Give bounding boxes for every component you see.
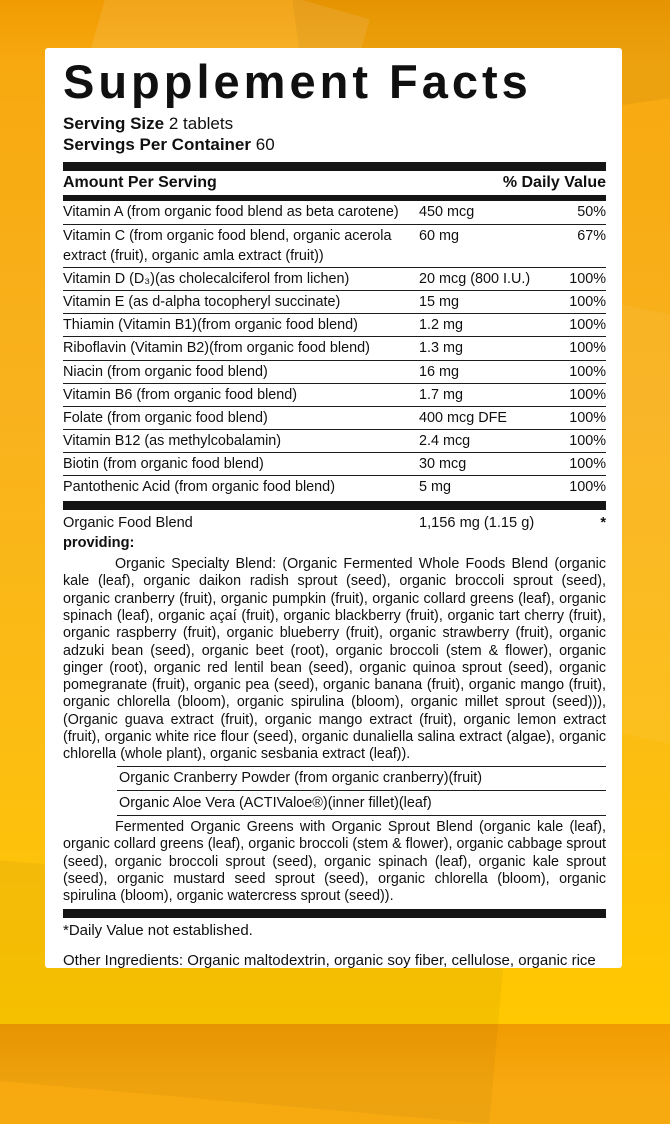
nutrient-name: Vitamin B12 (as methylcobalamin) [63,432,282,449]
nutrient-name: Pantothenic Acid (from organic food blen… [63,479,335,496]
nutrient-name: Folate (from organic food blend) [63,409,268,426]
table-row: Vitamin D (D₃)(as cholecalciferol from l… [63,268,606,292]
nutrient-amount: 1.7 mg [419,386,463,403]
servings-per-container-value: 60 [255,134,275,154]
nutrient-name: Vitamin A (from organic food blend as be… [63,204,399,221]
blend-sub-row: Organic Aloe Vera (ACTIValoe®)(inner fil… [117,791,606,817]
nutrient-daily-value: 100% [569,317,606,334]
nutrient-table: Vitamin A (from organic food blend as be… [63,201,606,498]
nutrient-amount: 5 mg [419,479,451,496]
nutrient-daily-value: 100% [569,479,606,496]
nutrient-amount: 16 mg [419,363,459,380]
table-header-row: Amount Per Serving % Daily Value [63,171,606,195]
nutrient-daily-value: 100% [569,363,606,380]
blend-sub-row: Organic Cranberry Powder (from organic c… [117,765,606,792]
nutrient-amount: 30 mcg [419,456,467,473]
nutrient-amount: 2.4 mcg [419,432,471,449]
serving-size-label: Serving Size [63,113,165,133]
table-row: Riboflavin (Vitamin B2)(from organic foo… [63,337,606,361]
nutrient-name: Vitamin D (D₃)(as cholecalciferol from l… [63,270,350,287]
table-row: Vitamin B12 (as methylcobalamin) 2.4 mcg… [63,430,606,454]
blend-sub-row-text: Organic Cranberry Powder (from organic c… [119,770,483,787]
nutrient-daily-value: 100% [569,432,606,449]
supplement-facts-panel: Supplement Facts Serving Size 2 tablets … [45,48,622,968]
serving-size-value: 2 tablets [168,113,234,133]
table-row: Niacin (from organic food blend) 16 mg 1… [63,361,606,384]
nutrient-amount: 1.2 mg [419,317,463,334]
divider-bar-medium [63,195,606,202]
nutrient-amount: 450 mcg [419,204,475,221]
amount-per-serving-header: Amount Per Serving [63,174,217,192]
greens-blend-paragraph: Fermented Organic Greens with Organic Sp… [63,819,606,905]
nutrient-name: Vitamin B6 (from organic food blend) [63,386,298,403]
nutrient-amount: 400 mcg DFE [419,409,507,426]
nutrient-daily-value: 100% [569,270,606,287]
divider-bar-thick [63,501,606,511]
nutrient-name: Riboflavin (Vitamin B2)(from organic foo… [63,340,370,357]
nutrient-daily-value: 100% [569,456,606,473]
nutrient-daily-value: 67% [577,227,606,244]
nutrient-amount: 1.3 mg [419,340,463,357]
table-row: Folate (from organic food blend) 400 mcg… [63,407,606,430]
nutrient-amount: 60 mg [419,227,459,244]
serving-size-line: Serving Size 2 tablets [63,114,606,135]
nutrient-amount: 20 mcg (800 I.U.) [419,270,531,287]
table-row: Vitamin B6 (from organic food blend) 1.7… [63,384,606,407]
servings-per-container-line: Servings Per Container 60 [63,135,606,156]
table-row: Pantothenic Acid (from organic food blen… [63,476,606,498]
daily-value-header: % Daily Value [502,174,606,192]
nutrient-daily-value: 100% [569,294,606,311]
divider-bar-thick [63,908,606,918]
blend-amount: 1,156 mg (1.15 g) [419,515,535,532]
table-row: Vitamin E (as d-alpha tocopheryl succina… [63,291,606,315]
nutrient-name: Biotin (from organic food blend) [63,456,264,473]
providing-label: providing: [63,535,135,552]
nutrient-daily-value: 100% [569,340,606,357]
specialty-blend-paragraph: Organic Specialty Blend: (Organic Fermen… [63,556,606,763]
servings-per-container-label: Servings Per Container [63,134,252,154]
nutrient-name: Thiamin (Vitamin B1)(from organic food b… [63,317,358,334]
organic-food-blend-row: Organic Food Blend 1,156 mg (1.15 g) * [63,512,606,534]
other-ingredients-text: Other Ingredients: Organic maltodextrin,… [63,952,596,968]
nutrient-daily-value: 100% [569,386,606,403]
nutrient-name: Vitamin E (as d-alpha tocopheryl succina… [63,294,341,311]
nutrient-name: Vitamin C (from organic food blend, orga… [63,227,392,264]
blend-sub-rows: Organic Cranberry Powder (from organic c… [117,765,606,817]
nutrient-daily-value: 100% [569,409,606,426]
blend-sub-row-text: Organic Aloe Vera (ACTIValoe®)(inner fil… [119,794,432,811]
nutrient-amount: 15 mg [419,294,459,311]
nutrient-name: Niacin (from organic food blend) [63,363,268,380]
supplement-facts-title: Supplement Facts [63,55,532,108]
blend-dv-asterisk: * [600,515,606,532]
daily-value-footnote: *Daily Value not established. [63,921,253,939]
blend-name: Organic Food Blend [63,515,193,532]
table-row: Vitamin A (from organic food blend as be… [63,201,606,225]
divider-bar-thick [63,162,606,172]
table-row: Vitamin C (from organic food blend, orga… [63,225,606,268]
table-row: Thiamin (Vitamin B1)(from organic food b… [63,314,606,338]
table-row: Biotin (from organic food blend) 30 mcg … [63,453,606,477]
nutrient-daily-value: 50% [577,204,606,221]
